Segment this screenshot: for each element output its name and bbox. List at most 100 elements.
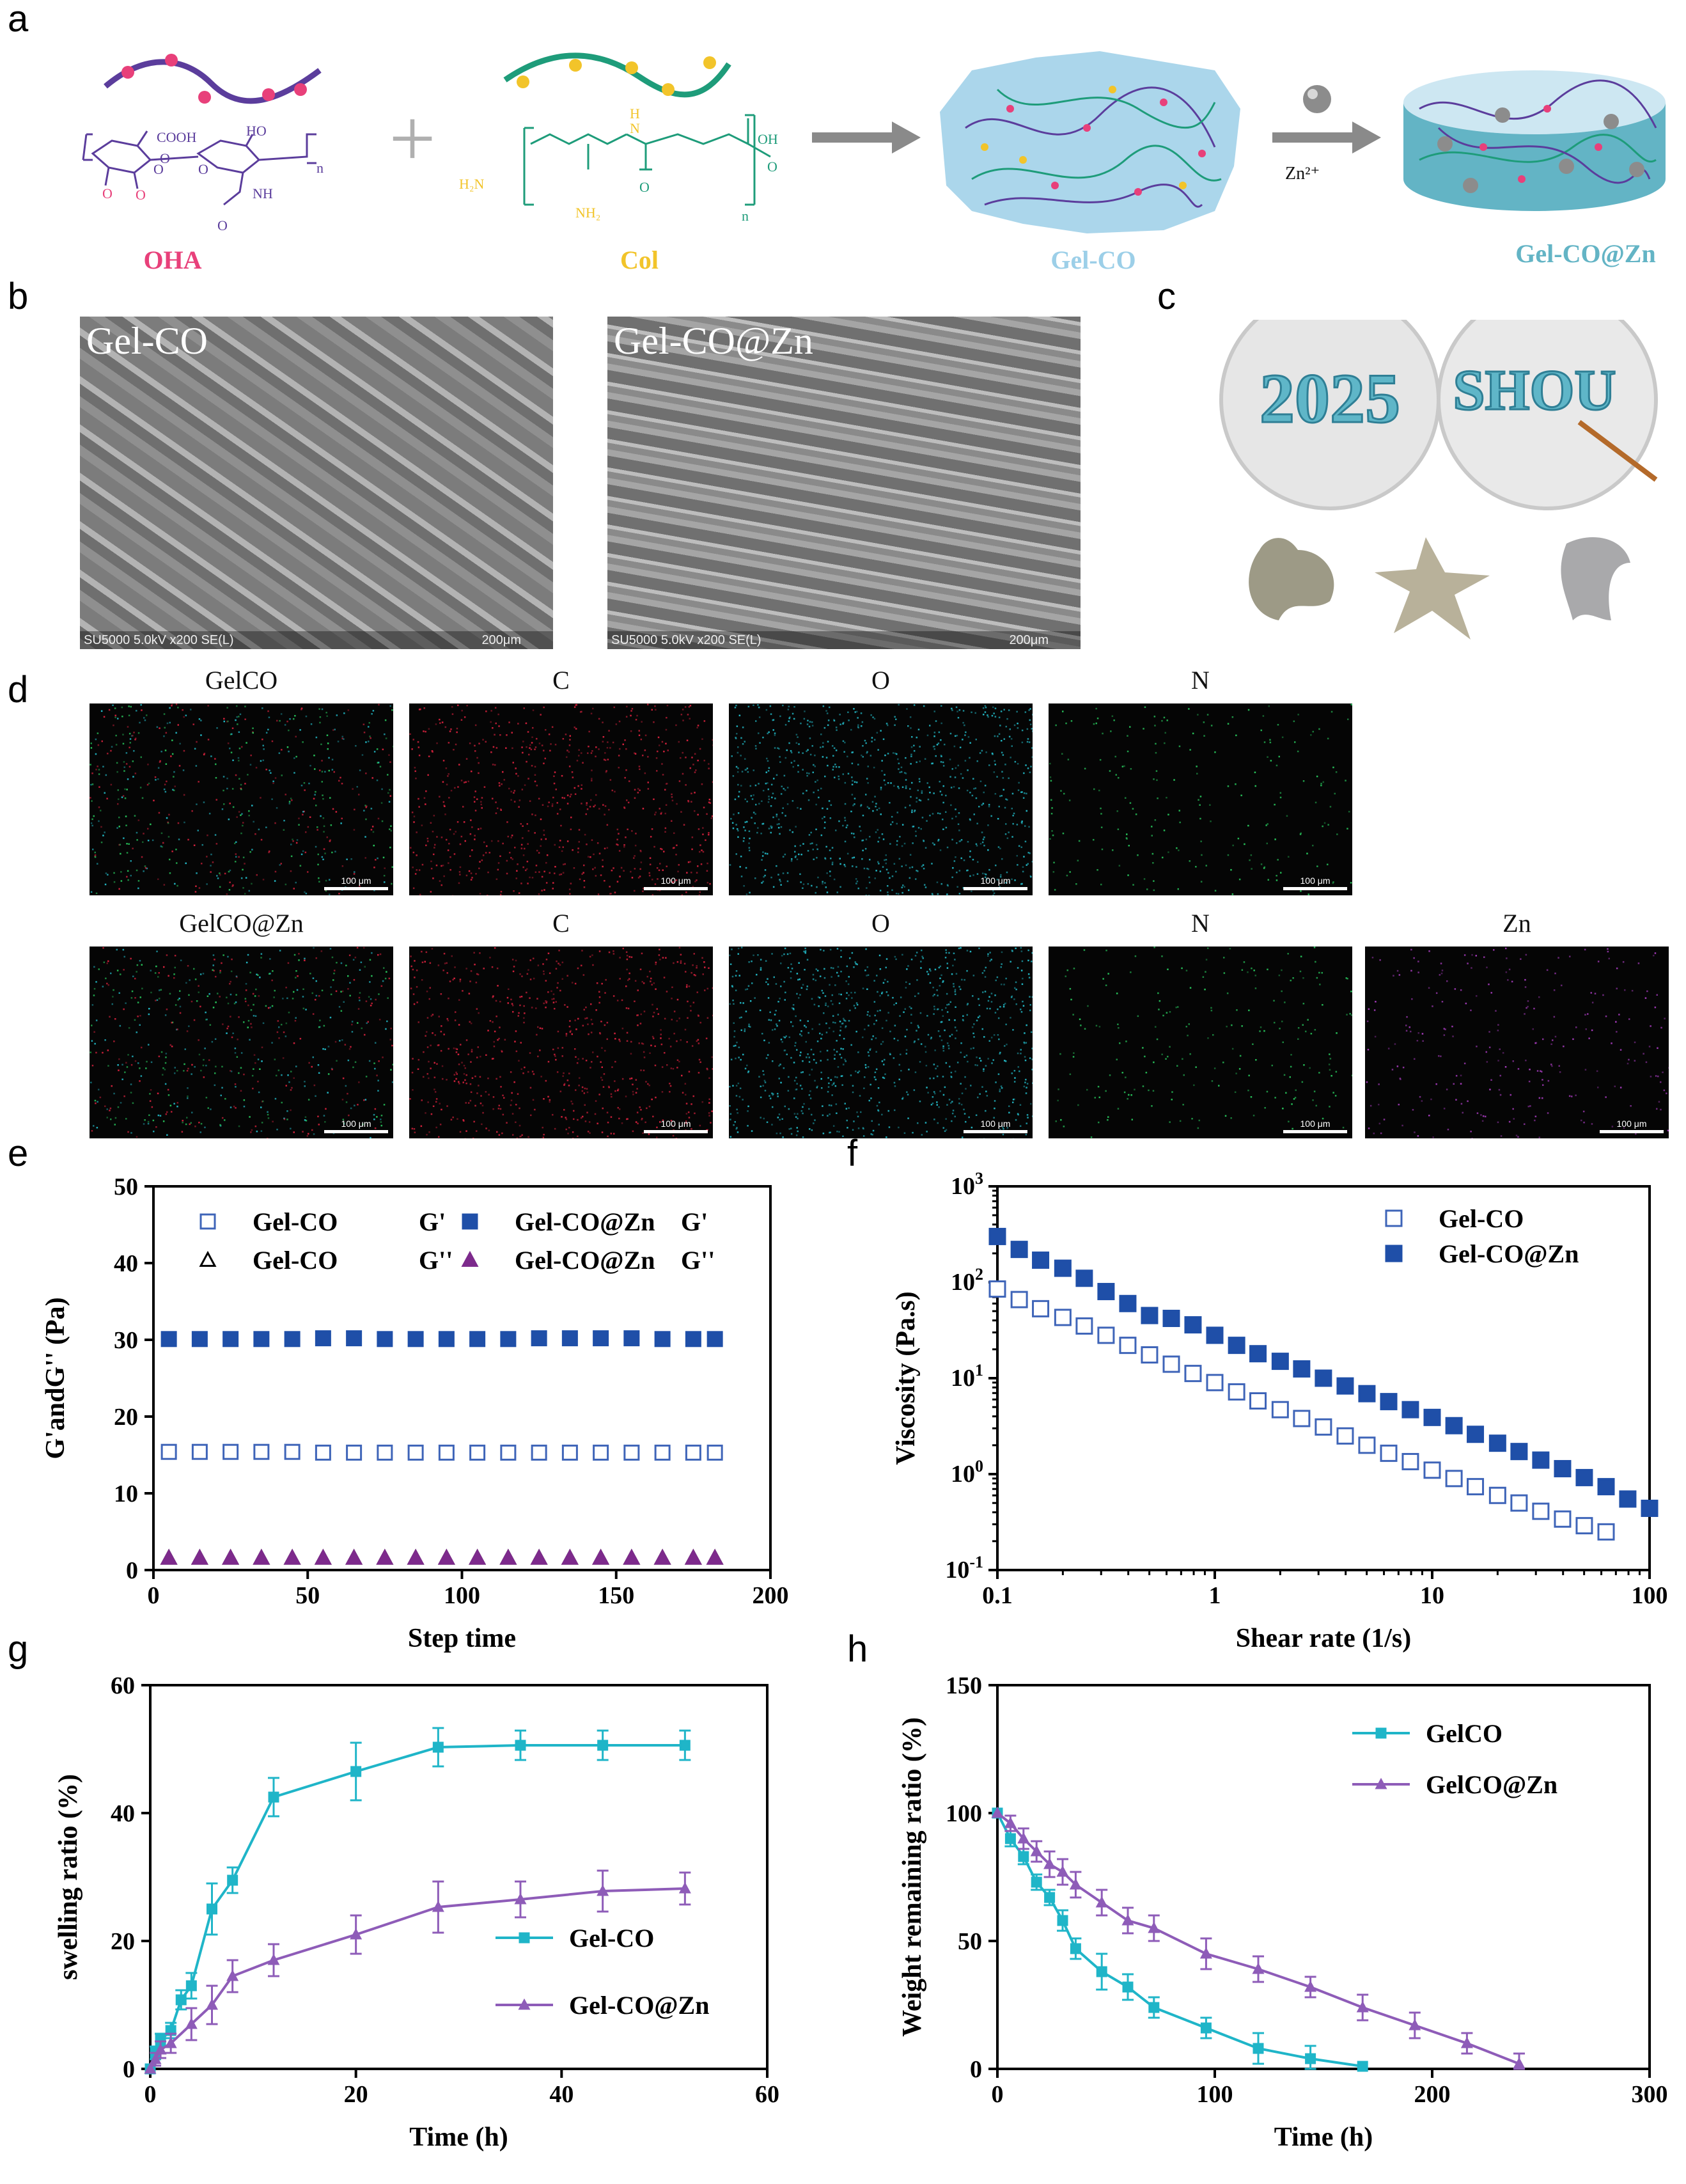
data-point [222, 1443, 239, 1460]
x-tick-label: 0 [144, 2081, 157, 2108]
petri-dish-2 [1437, 320, 1658, 510]
oha-label: OHA [143, 246, 201, 274]
legend-marker [518, 1998, 531, 2010]
y-tick-label: 0 [126, 1557, 138, 1584]
eds-map-row1-0: 100 μm [90, 703, 394, 895]
data-point [407, 1444, 424, 1461]
sem-footer-text-gelco: SU5000 5.0kV x200 SE(L) [84, 633, 234, 647]
data-point [1409, 2018, 1421, 2031]
eds-scale-line [964, 887, 1027, 890]
data-point [1148, 2002, 1160, 2013]
oha-o4-label: O [217, 217, 228, 233]
data-point [654, 1444, 671, 1461]
eds-scale-label: 100 μm [341, 876, 371, 886]
y-tick-label: 40 [114, 1250, 138, 1277]
data-point [1513, 2057, 1526, 2069]
data-point [437, 1548, 455, 1565]
sem-scale-gelcozn: 200μm [1009, 633, 1049, 647]
data-point [1095, 1896, 1108, 1908]
eds-scale-label: 100 μm [660, 1119, 691, 1129]
data-point [531, 1330, 547, 1347]
legend-label: Gel-CO@Zn [515, 1246, 655, 1275]
oha-nh-label: NH [253, 185, 273, 201]
eds-title-row2-2: O [871, 909, 890, 938]
data-point [1336, 1427, 1354, 1445]
y-tick-label: 100 [946, 1800, 982, 1827]
data-point [988, 1280, 1006, 1298]
sem-footer-text-gelcozn: SU5000 5.0kV x200 SE(L) [611, 633, 761, 647]
x-tick-label: 200 [1414, 2081, 1451, 2108]
eds-map-row2-4: 100 μm [1365, 947, 1670, 1140]
data-point [1315, 1418, 1332, 1436]
data-point [1030, 1844, 1043, 1857]
data-point [1004, 1833, 1016, 1844]
data-point [1249, 1392, 1267, 1410]
eds-title-row2-1: C [552, 909, 570, 938]
y-tick-label: 10-1 [945, 1553, 983, 1583]
data-point [253, 1443, 270, 1460]
data-point [185, 1980, 197, 1992]
y-tick-base: 10 [945, 1557, 969, 1583]
data-point [160, 1548, 178, 1565]
eds-scale-line [1283, 887, 1347, 890]
dish1-gel-writing: 2025 [1260, 359, 1400, 437]
data-point [314, 1548, 332, 1565]
col-h2n-label: H₂N [459, 176, 485, 192]
data-point [1271, 1353, 1289, 1371]
col-n-subscript: n [742, 208, 749, 224]
data-point [315, 1330, 331, 1347]
legend-label: Gel-CO@Zn [515, 1207, 655, 1236]
eds-dots [729, 703, 1034, 897]
legend-label: Gel-CO@Zn [569, 1991, 709, 2020]
legend-modulus: G'' [419, 1246, 453, 1275]
sem-footer-gelco: SU5000 5.0kV x200 SE(L) 200μm [80, 631, 553, 649]
data-point [1075, 1269, 1093, 1287]
data-point [432, 1900, 444, 1912]
series-1 [991, 1806, 1526, 2070]
data-point [1380, 1444, 1398, 1462]
gelco-label: Gel-CO [1050, 246, 1136, 274]
eds-map-row1-1: 100 μm [409, 703, 714, 897]
legend-marker [1375, 1777, 1387, 1789]
data-point [706, 1548, 724, 1565]
gelco-oha-dots [1006, 98, 1206, 196]
data-point [1097, 1283, 1115, 1301]
data-point [514, 1892, 527, 1905]
data-point [1199, 1947, 1212, 1959]
data-point [988, 1227, 1006, 1245]
data-point [1032, 1251, 1050, 1269]
col-polymer-chain [503, 52, 731, 98]
data-point [1356, 2000, 1369, 2013]
x-tick-label: 0.1 [982, 1582, 1013, 1609]
col-h-label: H [630, 106, 640, 122]
zn-ion-sphere [1303, 85, 1331, 113]
data-point [1119, 1337, 1137, 1355]
y-tick-label: 0 [123, 2056, 135, 2083]
data-point [530, 1548, 548, 1565]
legend-marker [199, 1213, 216, 1230]
panel-letter-e: e [8, 1133, 29, 1174]
col-label: Col [620, 246, 659, 274]
col-nh2-label: NH₂ [575, 205, 600, 221]
data-point [1043, 1857, 1056, 1869]
data-point [377, 1331, 393, 1347]
starfish-shaped-gel [1375, 537, 1490, 640]
eds-title-row2-3: N [1191, 909, 1210, 938]
eds-scale-bar: 100 μm [964, 1119, 1027, 1133]
eds-scale-label: 100 μm [980, 1119, 1011, 1129]
data-point [469, 1548, 487, 1565]
data-point [1184, 1316, 1202, 1334]
data-point [185, 2017, 198, 2029]
series-1 [160, 1330, 723, 1347]
data-point [1619, 1490, 1637, 1508]
x-axis-label: Time (h) [409, 2123, 508, 2152]
plot-frame [149, 1684, 769, 2070]
panel-letter-f: f [847, 1133, 858, 1174]
data-point [1253, 2043, 1264, 2054]
data-point [515, 1740, 526, 1751]
eds-scale-line [1600, 1130, 1664, 1133]
y-tick-exponent: 3 [975, 1169, 983, 1188]
legend-label: GelCO [1426, 1719, 1503, 1748]
data-point [597, 1884, 609, 1896]
data-point [593, 1444, 609, 1461]
